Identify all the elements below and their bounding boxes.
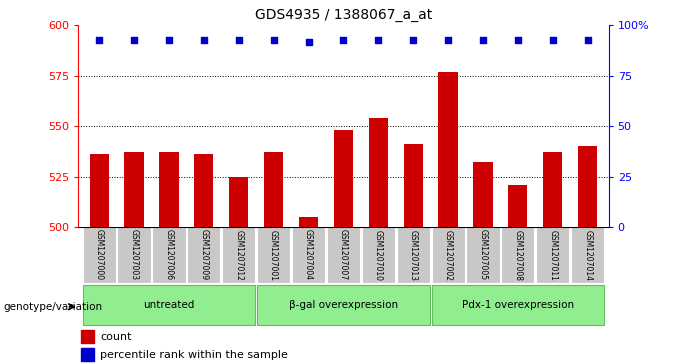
Bar <box>82 285 255 325</box>
Text: percentile rank within the sample: percentile rank within the sample <box>101 350 288 360</box>
Text: GSM1207010: GSM1207010 <box>374 229 383 281</box>
Bar <box>118 227 150 283</box>
Point <box>582 37 593 42</box>
Bar <box>264 152 283 227</box>
Text: GSM1207000: GSM1207000 <box>95 229 103 281</box>
Bar <box>222 227 255 283</box>
Bar <box>508 184 528 227</box>
Bar <box>194 154 214 227</box>
Bar <box>82 227 116 283</box>
Text: GSM1207013: GSM1207013 <box>409 229 418 281</box>
Bar <box>396 227 430 283</box>
Bar <box>537 227 569 283</box>
Text: GSM1207006: GSM1207006 <box>165 229 173 281</box>
Point <box>303 38 314 44</box>
Text: GSM1207001: GSM1207001 <box>269 229 278 281</box>
Bar <box>571 227 605 283</box>
Point <box>233 37 244 42</box>
Text: Pdx-1 overexpression: Pdx-1 overexpression <box>462 300 574 310</box>
Text: count: count <box>101 332 132 342</box>
Text: GSM1207008: GSM1207008 <box>513 229 522 281</box>
Bar <box>187 227 220 283</box>
Bar <box>152 227 186 283</box>
Bar <box>432 227 464 283</box>
Bar <box>362 227 395 283</box>
Point <box>513 37 524 42</box>
Text: genotype/variation: genotype/variation <box>3 302 103 312</box>
Bar <box>334 130 353 227</box>
Text: GSM1207002: GSM1207002 <box>443 229 453 281</box>
Bar <box>159 152 179 227</box>
Point <box>199 37 209 42</box>
Point <box>129 37 139 42</box>
Title: GDS4935 / 1388067_a_at: GDS4935 / 1388067_a_at <box>255 8 432 22</box>
Text: untreated: untreated <box>143 300 194 310</box>
Bar <box>473 162 492 227</box>
Text: GSM1207012: GSM1207012 <box>234 229 243 281</box>
Point <box>163 37 174 42</box>
Bar <box>257 227 290 283</box>
Point <box>477 37 488 42</box>
Bar <box>90 154 109 227</box>
Bar <box>229 176 248 227</box>
Point <box>94 37 105 42</box>
Point <box>373 37 384 42</box>
Bar <box>578 146 597 227</box>
Bar <box>327 227 360 283</box>
Point <box>547 37 558 42</box>
Bar <box>501 227 534 283</box>
Bar <box>432 285 605 325</box>
Text: GSM1207009: GSM1207009 <box>199 229 208 281</box>
Point <box>268 37 279 42</box>
Bar <box>543 152 562 227</box>
Text: GSM1207004: GSM1207004 <box>304 229 313 281</box>
Bar <box>404 144 423 227</box>
Point <box>443 37 454 42</box>
Bar <box>369 118 388 227</box>
Bar <box>299 217 318 227</box>
Point <box>338 37 349 42</box>
Bar <box>292 227 325 283</box>
Bar <box>257 285 430 325</box>
Text: GSM1207005: GSM1207005 <box>479 229 488 281</box>
Text: β-gal overexpression: β-gal overexpression <box>289 300 398 310</box>
Text: GSM1207014: GSM1207014 <box>583 229 592 281</box>
Bar <box>81 330 94 343</box>
Text: GSM1207011: GSM1207011 <box>548 229 558 281</box>
Bar <box>439 72 458 227</box>
Point <box>408 37 419 42</box>
Text: GSM1207003: GSM1207003 <box>129 229 139 281</box>
Bar <box>81 348 94 361</box>
Text: GSM1207007: GSM1207007 <box>339 229 348 281</box>
Bar <box>124 152 143 227</box>
Bar <box>466 227 500 283</box>
